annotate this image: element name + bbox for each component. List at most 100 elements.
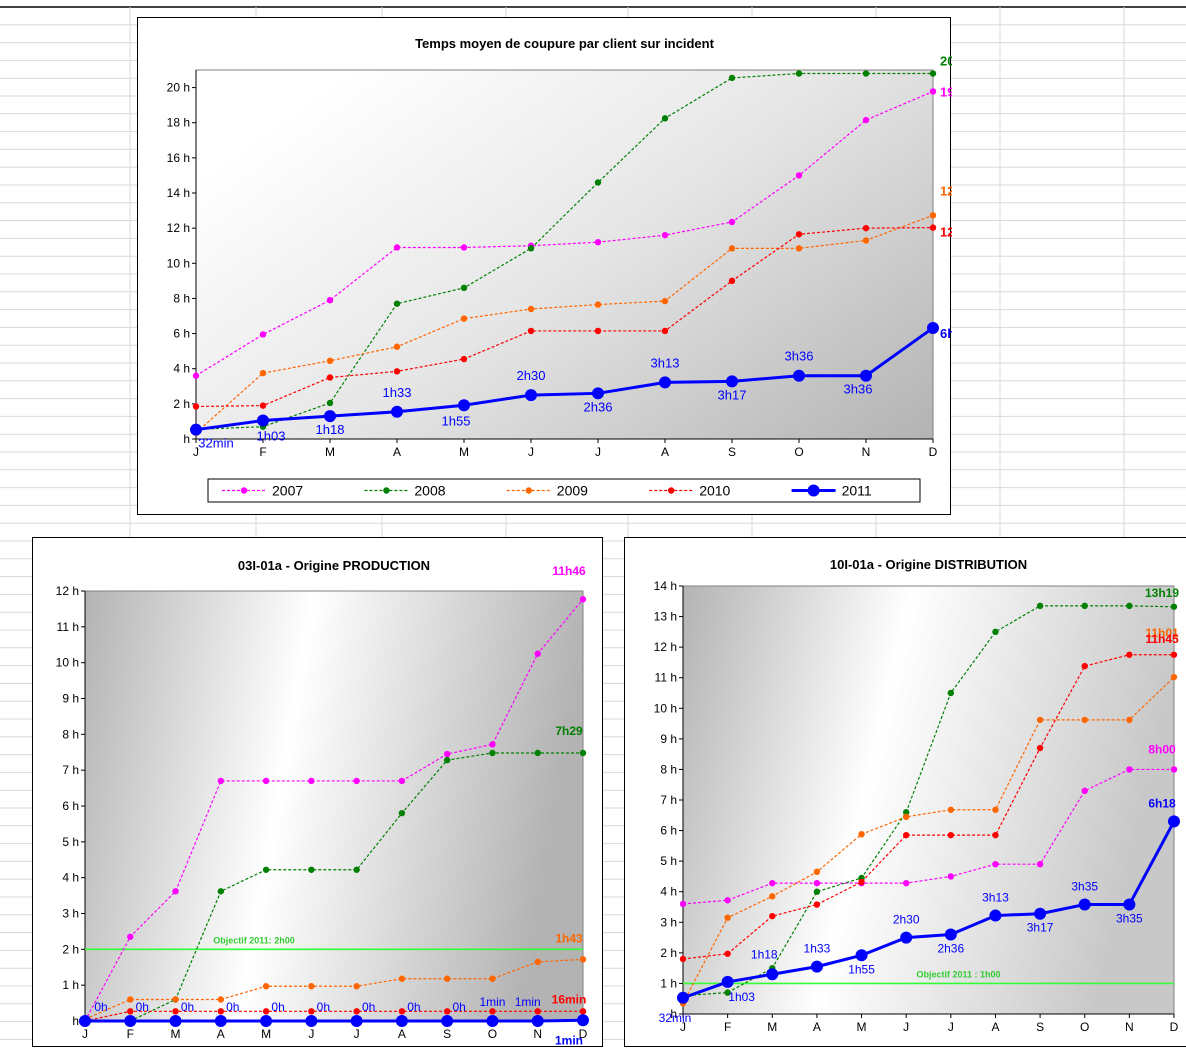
data-label-2011: 1h18 [751,947,778,961]
target-label: Objectif 2011: 2h00 [213,935,295,945]
data-point-2010 [795,231,803,238]
data-point-2009 [443,975,451,982]
y-tick-label: 20 h [167,81,190,95]
data-label-2011: 0h [362,1000,375,1014]
chart-title: 03I-01a - Origine PRODUCTION [238,558,430,573]
data-point-2007 [393,244,401,251]
data-point-2008 [579,749,587,757]
data-point-2010 [813,901,821,908]
data-point-2009 [1036,716,1044,724]
end-label-2008: 7h29 [555,724,583,738]
data-point-2009 [813,868,821,876]
data-point-2009 [259,369,267,377]
data-point-2009 [127,996,134,1003]
y-tick-label: 10 h [167,256,190,270]
data-point-2011 [1078,898,1091,911]
plot-area [84,590,584,1022]
data-label-2011: 3h35 [1071,880,1098,894]
data-point-2011 [458,399,470,412]
data-point-2009 [1081,716,1088,724]
data-point-2010 [217,1008,225,1015]
chart-origine-distribution[interactable]: 10I-01a - Origine DISTRIBUTION h 1 h 2 h 3 h… [624,537,1186,1047]
data-point-2011 [793,369,805,382]
legend-marker-2011 [807,484,820,497]
data-point-2010 [902,831,910,839]
data-point-2008 [489,749,496,757]
data-point-2011 [577,1014,589,1027]
x-tick-label: J [528,445,534,459]
y-tick-label: 4 h [660,885,677,899]
x-tick-label: M [857,1020,867,1034]
data-point-2007 [172,888,179,895]
data-point-2007 [724,897,731,904]
data-point-2009 [217,996,225,1003]
data-point-2007 [795,172,803,179]
x-tick-label: M [767,1020,777,1034]
x-tick-label: S [443,1027,451,1041]
x-tick-label: N [1125,1020,1134,1034]
data-point-2009 [1126,716,1133,724]
end-label-2007: 19h47 [940,84,952,99]
chart-svg: Temps moyen de coupure par client sur in… [167,36,952,503]
data-point-2011 [592,387,604,400]
data-point-2007 [1081,787,1088,795]
data-point-2009 [262,983,270,990]
data-point-2008 [813,888,821,895]
data-point-2011 [525,389,537,402]
y-tick-label: 2 h [660,946,677,960]
end-label-2007: 8h00 [1148,742,1176,756]
series-line-2009 [195,214,934,434]
y-tick-label: 8 h [62,727,79,741]
data-label-2011: 3h36 [844,382,873,397]
data-label-2011: 32min [198,436,233,451]
data-point-2009 [489,975,496,982]
end-label-2009: 11h01 [1145,626,1179,640]
y-tick-label: 5 h [660,854,677,868]
data-point-2010 [172,1008,179,1015]
data-point-2011 [124,1015,137,1027]
data-point-2008 [902,809,910,816]
data-point-2010 [127,1008,134,1015]
data-point-2008 [308,866,315,873]
series-line-2010 [682,654,1174,960]
data-point-2008 [728,74,736,82]
series-line-2007 [682,768,1174,905]
data-point-2009 [661,297,669,305]
x-tick-label: J [595,445,601,459]
y-tick-label: 18 h [167,116,190,130]
y-tick-label: h [72,1014,79,1028]
end-label-2009: 1h43 [555,931,583,945]
data-point-2007 [259,331,267,338]
data-point-2009 [947,806,955,813]
chart-temps-moyen[interactable]: Temps moyen de coupure par client sur in… [137,17,952,515]
x-tick-label: M [261,1027,271,1041]
data-point-2010 [443,1008,451,1015]
x-tick-label: D [579,1027,588,1041]
x-tick-label: N [533,1027,542,1041]
data-label-2011: 2h30 [893,913,920,927]
x-tick-label: O [1080,1020,1089,1034]
data-point-2007 [326,296,334,304]
x-tick-label: S [728,445,736,459]
data-point-2008 [795,70,803,77]
x-tick-label: F [724,1020,731,1034]
data-point-2009 [398,975,406,982]
x-tick-label: J [948,1020,954,1034]
y-tick-label: 4 h [173,362,190,376]
data-label-2011: 2h30 [517,368,546,383]
data-point-2009 [728,245,736,252]
y-tick-label: 13 h [654,610,677,624]
data-point-2011 [726,375,738,388]
y-tick-label: 10 h [654,701,677,715]
data-point-2008 [862,70,870,77]
data-point-2009 [902,813,910,821]
chart-origine-production[interactable]: 03I-01a - Origine PRODUCTION h 1 h 2 h 3 h 4 … [32,537,603,1047]
data-point-2009 [795,245,803,252]
data-label-2011: 3h13 [651,355,680,370]
end-label-2011: 1min [555,1033,583,1047]
data-label-2011: 3h17 [718,387,747,402]
data-point-2007 [1126,766,1133,773]
data-point-2011 [531,1015,544,1027]
data-point-2007 [398,777,406,785]
data-point-2011 [441,1015,454,1027]
